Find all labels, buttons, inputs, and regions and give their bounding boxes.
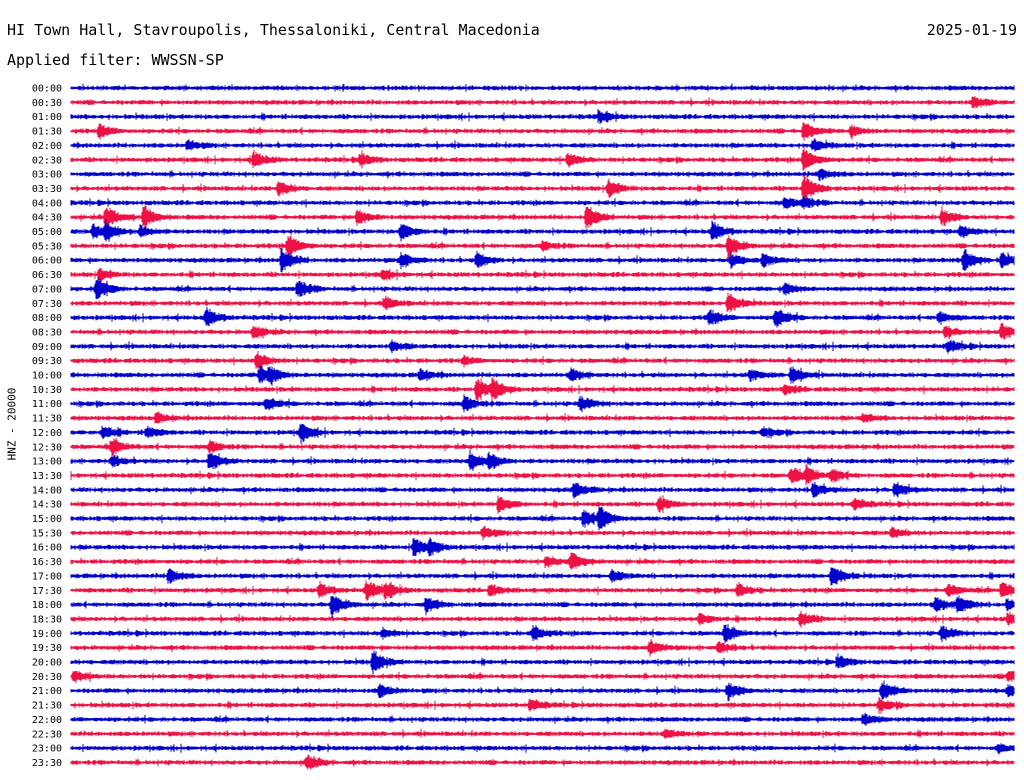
time-tick-label: 12:30 (32, 442, 62, 453)
seismic-trace (70, 423, 1015, 444)
time-tick-label: 18:30 (32, 614, 62, 625)
time-tick-label: 10:30 (32, 385, 62, 396)
time-tick-label: 12:00 (32, 428, 62, 439)
time-tick-label: 18:00 (32, 600, 62, 611)
time-tick-label: 01:30 (32, 127, 62, 138)
time-tick-label: 10:00 (32, 371, 62, 382)
time-tick-label: 00:00 (32, 84, 62, 95)
time-tick-label: 04:30 (32, 213, 62, 224)
seismic-trace (70, 322, 1015, 340)
filter-label: Applied filter: WWSSN-SP (7, 51, 224, 69)
time-tick-label: 13:30 (32, 471, 62, 482)
seismic-trace (70, 146, 1015, 171)
seismic-trace (70, 464, 1015, 486)
seismic-trace (70, 743, 1015, 755)
seismic-trace (70, 670, 1015, 683)
time-tick-label: 09:30 (32, 356, 62, 367)
time-tick-label: 15:30 (32, 528, 62, 539)
time-tick-label: 16:30 (32, 557, 62, 568)
time-tick-label: 20:30 (32, 672, 62, 683)
station-title: HI Town Hall, Stavroupolis, Thessaloniki… (7, 21, 540, 39)
time-tick-label: 14:00 (32, 485, 62, 496)
time-tick-label: 09:00 (32, 342, 62, 353)
seismic-trace (70, 292, 1015, 313)
time-tick-label: 07:30 (32, 299, 62, 310)
seismic-trace (70, 595, 1015, 619)
time-tick-label: 11:30 (32, 414, 62, 425)
time-tick-label: 02:00 (32, 141, 62, 152)
time-tick-label: 08:30 (32, 327, 62, 338)
time-tick-label: 19:30 (32, 643, 62, 654)
time-tick-label: 14:30 (32, 500, 62, 511)
time-tick-label: 17:00 (32, 571, 62, 582)
record-date: 2025-01-19 (926, 21, 1017, 39)
time-tick-label: 05:30 (32, 241, 62, 252)
time-tick-label: 17:30 (32, 586, 62, 597)
time-tick-label: 23:00 (32, 744, 62, 755)
time-tick-label: 20:00 (32, 658, 62, 669)
seismic-trace (70, 449, 1015, 471)
seismic-trace (70, 175, 1015, 204)
seismic-trace (70, 219, 1015, 242)
seismic-trace (70, 235, 1015, 259)
time-tick-label: 03:00 (32, 170, 62, 181)
time-tick-label: 04:00 (32, 198, 62, 209)
time-tick-label: 21:30 (32, 701, 62, 712)
time-tick-label: 06:30 (32, 270, 62, 281)
time-tick-label: 21:00 (32, 686, 62, 697)
time-tick-label: 15:00 (32, 514, 62, 525)
time-tick-label: 22:30 (32, 729, 62, 740)
time-tick-label: 03:30 (32, 184, 62, 195)
seismic-trace (70, 205, 1015, 231)
time-tick-label: 00:30 (32, 98, 62, 109)
time-tick-label: 06:00 (32, 256, 62, 267)
time-tick-label: 11:00 (32, 399, 62, 410)
time-tick-label: 05:00 (32, 227, 62, 238)
time-tick-label: 23:30 (32, 758, 62, 769)
time-tick-label: 02:30 (32, 155, 62, 166)
time-tick-label: 19:00 (32, 629, 62, 640)
time-tick-label: 13:00 (32, 457, 62, 468)
time-tick-label: 22:00 (32, 715, 62, 726)
time-tick-label: 16:00 (32, 543, 62, 554)
time-tick-label: 01:00 (32, 112, 62, 123)
time-tick-label: 08:00 (32, 313, 62, 324)
time-tick-label: 07:00 (32, 284, 62, 295)
seismic-trace (70, 277, 1015, 300)
